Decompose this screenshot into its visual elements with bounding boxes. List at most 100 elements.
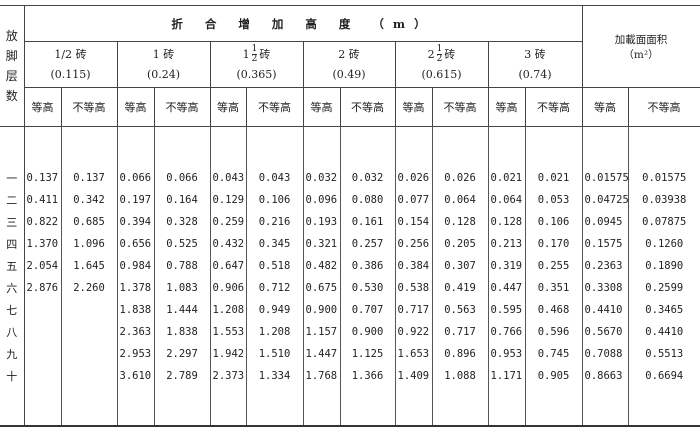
value-unequal: 0.307 [431,255,488,277]
value-unequal: 0.5513 [627,343,700,365]
level-label: 十 [0,365,25,387]
value-equal: 0.411 [23,189,61,211]
value-equal: 2.953 [116,343,154,365]
brick-unit: 砖 [534,47,546,61]
value-equal: 0.043 [209,167,246,189]
wall-thickness: (0.615) [421,67,462,81]
value-unequal: 0.066 [153,167,210,189]
value-equal: 0.5670 [581,321,629,343]
value-unequal: 0.685 [60,211,117,233]
value-equal: 0.984 [116,255,154,277]
wall-thickness: (0.115) [50,67,91,81]
row-label-char: 层 [5,69,18,83]
brick-group-header: 2 砖 (0.49) [302,41,396,88]
level-label: 八 [0,321,25,343]
value-equal: 0.2363 [581,255,629,277]
value-unequal: 0.3465 [627,299,700,321]
height-conversion-table: 放脚层数折 合 增 加 高 度 （m） 加載面面积 （m²） 1/2 砖 (0.115)… [0,5,700,427]
table-row: 三 0.822 0.685 0.394 0.328 0.259 0.216 0.193 0.16… [0,211,700,233]
value-unequal: 0.161 [339,211,395,233]
level-label: 三 [0,211,25,233]
value-equal: 0.482 [302,255,340,277]
value-unequal: 0.03938 [627,189,700,211]
sub-header-unequal: 不等高 [627,87,700,127]
value-unequal: 0.525 [153,233,210,255]
wall-thickness: (0.365) [236,67,277,81]
value-equal: 2.363 [116,321,154,343]
value-unequal: 0.518 [245,255,303,277]
value-unequal: 0.788 [153,255,210,277]
value-equal: 0.3308 [581,277,629,299]
level-label: 七 [0,299,25,321]
brick-unit: 砖 [259,47,271,61]
value-equal: 2.054 [23,255,61,277]
value-equal: 0.321 [302,233,340,255]
value-equal: 1.378 [116,277,154,299]
sub-header-equal: 等高 [116,87,155,127]
value-equal: 1.768 [302,365,340,387]
value-unequal: 0.021 [524,167,583,189]
row-label-header: 放脚层数 [0,5,25,127]
value-unequal: 0.2599 [627,277,700,299]
spacer [0,126,25,167]
value-equal: 0.1575 [581,233,629,255]
level-label: 六 [0,277,25,299]
value-equal: 1.370 [23,233,61,255]
wall-thickness: (0.74) [518,67,552,81]
area-unit: （m²） [623,48,659,61]
value-unequal: 1.208 [245,321,303,343]
level-label: 二 [0,189,25,211]
value-equal: 1.838 [116,299,154,321]
value-unequal: 1.645 [60,255,117,277]
value-unequal: 1.334 [245,365,303,387]
value-unequal: 2.260 [60,277,117,299]
sub-header-unequal: 不等高 [339,87,396,127]
value-equal [23,365,61,387]
value-unequal: 0.106 [245,189,303,211]
value-equal: 0.129 [209,189,246,211]
value-equal: 0.675 [302,277,340,299]
wall-thickness: (0.24) [146,67,181,81]
sub-header-equal: 等高 [302,87,341,127]
value-equal: 0.538 [394,277,432,299]
value-unequal [60,299,117,321]
brick-unit: 砖 [75,47,87,61]
brick-group-header: 1 砖 (0.24) [116,41,211,88]
table-row: 二 0.411 0.342 0.197 0.164 0.129 0.106 0.096 0.08… [0,189,700,211]
value-unequal: 1.510 [245,343,303,365]
value-equal: 0.064 [487,189,525,211]
value-unequal: 2.297 [153,343,210,365]
value-unequal: 0.530 [339,277,395,299]
brick-count: 3 [524,47,532,61]
value-equal: 1.157 [302,321,340,343]
value-equal: 0.197 [116,189,154,211]
value-unequal: 0.351 [524,277,583,299]
value-unequal: 1.366 [339,365,395,387]
sub-header-equal: 等高 [23,87,62,127]
value-unequal: 0.949 [245,299,303,321]
level-label: 一 [0,167,25,189]
table-row: 十 3.610 2.789 2.373 1.334 1.768 1.366 1.409 1.08… [0,365,700,387]
table-row: 一 0.137 0.137 0.066 0.066 0.043 0.043 0.032 0.03… [0,167,700,189]
sub-header-unequal: 不等高 [60,87,118,127]
value-unequal: 0.053 [524,189,583,211]
sub-header-unequal: 不等高 [431,87,489,127]
value-equal: 0.137 [23,167,61,189]
value-unequal: 0.896 [431,343,488,365]
value-equal: 0.096 [302,189,340,211]
sub-header-equal: 等高 [394,87,433,127]
brick-group-header: 2 1 2 砖 (0.615) [394,41,489,88]
value-equal: 0.384 [394,255,432,277]
value-unequal: 1.838 [153,321,210,343]
brick-group-header: 1 1 2 砖 (0.365) [209,41,304,88]
value-equal: 0.766 [487,321,525,343]
value-unequal: 0.468 [524,299,583,321]
value-unequal: 0.419 [431,277,488,299]
level-label: 四 [0,233,25,255]
table-row: 六 2.876 2.260 1.378 1.083 0.906 0.712 0.675 0.53… [0,277,700,299]
value-equal: 0.447 [487,277,525,299]
area-header: 加載面面积 （m²） [581,5,700,88]
brick-unit: 砖 [163,47,175,61]
value-equal: 0.656 [116,233,154,255]
value-unequal: 0.137 [60,167,117,189]
